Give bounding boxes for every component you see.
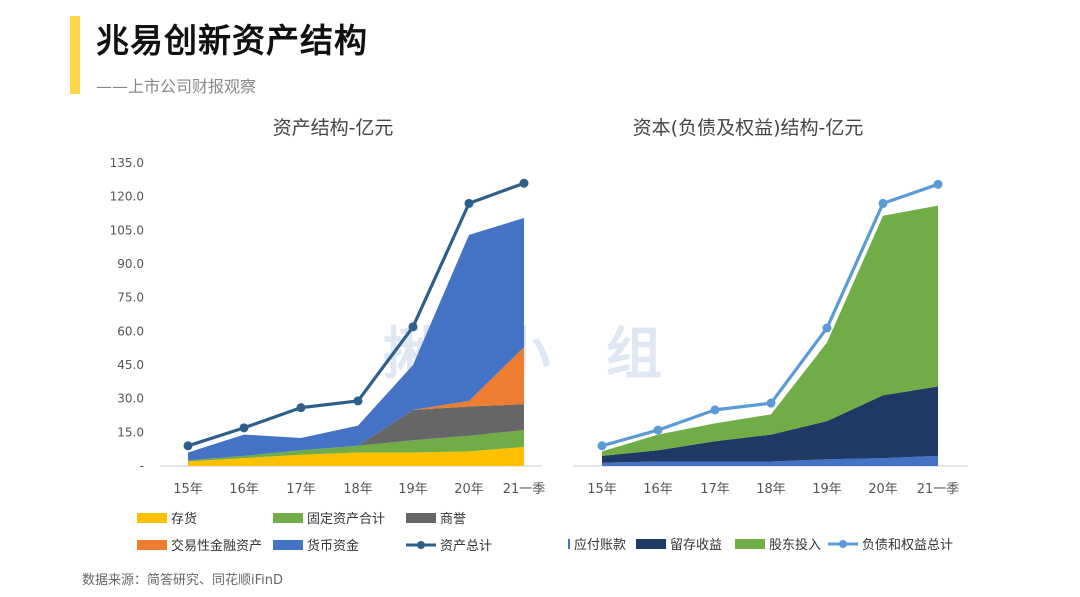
y-tick-label: 75.0 — [117, 291, 144, 305]
total-point — [653, 425, 663, 435]
x-tick-label: 21一季 — [503, 482, 546, 497]
x-tick-label: 18年 — [756, 482, 786, 497]
legend-label: 货币资金 — [307, 538, 359, 554]
y-tick-label: 45.0 — [117, 358, 144, 372]
total-point — [710, 405, 720, 415]
area-series-2 — [188, 430, 524, 462]
y-tick-label: - — [140, 459, 144, 473]
y-tick-label: 30.0 — [117, 392, 144, 406]
legend-label: 应付账款 — [574, 537, 626, 553]
x-tick-label: 17年 — [700, 482, 730, 497]
x-tick-label: 19年 — [398, 482, 428, 497]
total-point — [766, 398, 776, 408]
page-subtitle: ——上市公司财报观察 — [96, 77, 257, 96]
legend-label: 负债和权益总计 — [862, 537, 953, 553]
legend-swatch — [137, 540, 167, 550]
legend-swatch — [273, 513, 303, 523]
x-tick-label: 15年 — [173, 482, 203, 497]
legend-swatch — [273, 540, 303, 550]
legend-marker — [417, 541, 425, 549]
x-tick-label: 20年 — [454, 482, 484, 497]
legend-label: 存货 — [171, 511, 197, 527]
total-point — [933, 179, 943, 189]
legend-swatch — [137, 513, 167, 523]
chart-title-2: 资本(负债及权益)结构-亿元 — [633, 117, 864, 139]
x-tick-label: 20年 — [868, 482, 898, 497]
area-series-1 — [602, 455, 938, 466]
total-point — [519, 178, 529, 188]
x-tick-label: 16年 — [643, 482, 673, 497]
x-tick-label: 18年 — [343, 482, 373, 497]
legend-label: 资产总计 — [440, 539, 492, 554]
total-point — [296, 403, 306, 413]
total-point — [822, 323, 832, 333]
total-point — [878, 198, 888, 208]
chart-title-1: 资产结构-亿元 — [273, 117, 394, 139]
page-title: 兆易创新资产结构 — [96, 21, 368, 60]
y-tick-label: 90.0 — [117, 257, 144, 271]
legend-swatch — [636, 539, 666, 549]
title-accent-bar — [70, 16, 80, 94]
area-series-3 — [188, 404, 524, 461]
x-tick-label: 21一季 — [917, 482, 960, 497]
area-series-1 — [188, 446, 524, 466]
y-tick-label: 60.0 — [117, 324, 144, 338]
legend-label: 留存收益 — [670, 538, 722, 553]
legend-marker — [839, 540, 847, 548]
x-tick-label: 15年 — [587, 482, 617, 497]
legend-label: 固定资产合计 — [307, 512, 385, 527]
x-tick-label: 16年 — [229, 482, 259, 497]
area-series-2 — [602, 386, 938, 463]
legend-swatch — [406, 513, 436, 523]
area-series-3 — [602, 205, 938, 456]
x-tick-label: 19年 — [812, 482, 842, 497]
data-source: 数据来源：简答研究、同花顺iFinD — [82, 573, 284, 588]
total-point — [408, 322, 418, 332]
total-point — [183, 441, 193, 451]
total-point — [464, 198, 474, 208]
legend-label: 股东投入 — [769, 537, 821, 553]
y-tick-label: 105.0 — [110, 223, 144, 237]
y-tick-label: 15.0 — [117, 425, 144, 439]
legend-label: 交易性金融资产 — [171, 538, 262, 554]
legend-swatch — [735, 539, 765, 549]
y-tick-label: 120.0 — [110, 190, 144, 204]
total-point — [239, 423, 249, 433]
legend-label: 商誉 — [440, 512, 466, 527]
total-point — [353, 396, 363, 406]
total-point — [597, 441, 607, 451]
y-tick-label: 135.0 — [110, 156, 144, 170]
area-series-5 — [188, 217, 524, 461]
area-series-4 — [188, 347, 524, 461]
legend-swatch — [568, 539, 570, 549]
x-tick-label: 17年 — [286, 482, 316, 497]
